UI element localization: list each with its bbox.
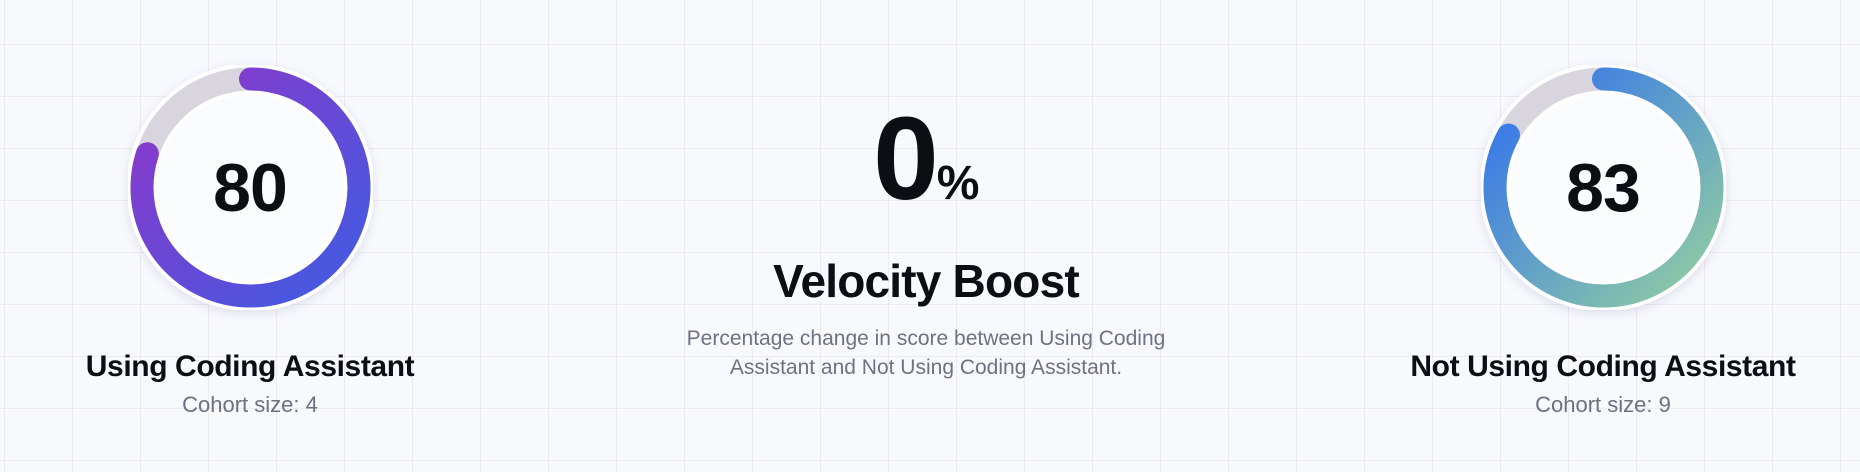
kpi-number: 0% (626, 100, 1226, 218)
gauge-section-not-using-assistant: 83 Not Using Coding Assistant Cohort siz… (1353, 0, 1853, 418)
kpi-description: Percentage change in score between Using… (686, 327, 1166, 379)
gauge-svg-using-assistant (127, 65, 373, 310)
kpi-value: 0 (873, 93, 939, 225)
gauge-section-using-assistant: 80 Using Coding Assistant Cohort size: 4 (0, 0, 500, 418)
gauge-ring-not-using-assistant: 83 (1480, 65, 1726, 310)
gauge-label: Using Coding Assistant (85, 350, 415, 383)
kpi-unit: % (936, 157, 980, 210)
gauge-progress-arc (130, 67, 370, 308)
gauge-value: 83 (1566, 149, 1641, 226)
kpi-title: Velocity Boost (773, 255, 1080, 307)
gauge-progress-arc (1483, 67, 1723, 308)
gauge-value: 80 (213, 149, 288, 226)
kpi-section-velocity-boost: 0% Velocity Boost Percentage change in s… (626, 0, 1226, 382)
gauge-cohort-size: Cohort size: 9 (1535, 392, 1671, 417)
gauge-cohort-size: Cohort size: 4 (182, 392, 318, 417)
gauge-label: Not Using Coding Assistant (1410, 350, 1796, 383)
gauge-svg-not-using-assistant (1480, 65, 1726, 310)
gauge-ring-using-assistant: 80 (127, 65, 373, 310)
